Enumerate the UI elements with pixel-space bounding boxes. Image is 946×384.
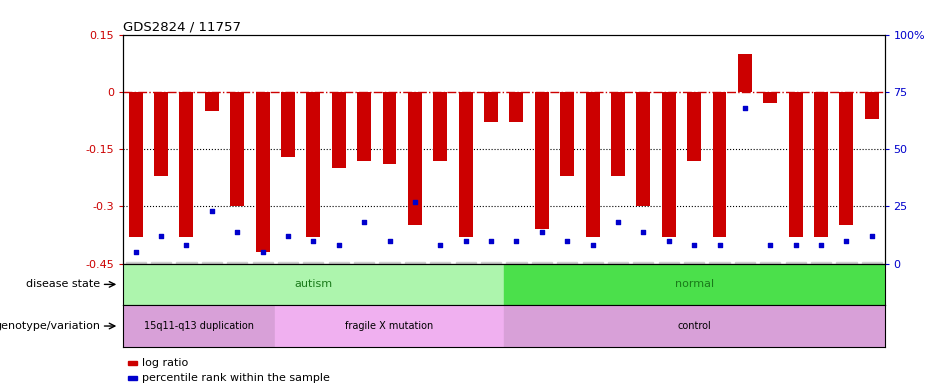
Point: [280, 233, 295, 239]
Point: [357, 219, 372, 225]
Point: [483, 238, 499, 244]
Point: [458, 238, 473, 244]
Bar: [332, 92, 345, 168]
Point: [661, 238, 676, 244]
Bar: [230, 92, 244, 206]
Text: GDS2824 / 11757: GDS2824 / 11757: [123, 20, 241, 33]
Bar: [815, 92, 828, 237]
Bar: [255, 92, 270, 252]
Bar: [382, 92, 396, 164]
Bar: [687, 92, 701, 161]
Point: [737, 105, 752, 111]
Point: [306, 238, 321, 244]
Point: [636, 228, 651, 235]
Point: [712, 242, 727, 248]
Bar: [637, 92, 650, 206]
Bar: [281, 92, 295, 157]
Bar: [459, 92, 473, 237]
Text: disease state: disease state: [26, 280, 100, 290]
Point: [432, 242, 447, 248]
Point: [408, 199, 423, 205]
Point: [814, 242, 829, 248]
Point: [585, 242, 600, 248]
Text: 15q11-q13 duplication: 15q11-q13 duplication: [144, 321, 254, 331]
Bar: [123, 305, 275, 347]
Bar: [205, 92, 219, 111]
Point: [128, 249, 143, 255]
Bar: [307, 92, 321, 237]
Bar: [560, 92, 574, 176]
Bar: [763, 92, 778, 103]
Point: [788, 242, 803, 248]
Point: [230, 228, 245, 235]
Bar: [504, 263, 885, 305]
Bar: [129, 92, 143, 237]
Bar: [504, 305, 885, 347]
Point: [865, 233, 880, 239]
Text: log ratio: log ratio: [142, 358, 188, 368]
Bar: [865, 92, 879, 119]
Bar: [154, 92, 168, 176]
Point: [839, 238, 854, 244]
Bar: [510, 92, 523, 122]
Bar: [484, 92, 498, 122]
Point: [560, 238, 575, 244]
Bar: [712, 92, 727, 237]
Bar: [662, 92, 675, 237]
Point: [255, 249, 271, 255]
Point: [509, 238, 524, 244]
Bar: [275, 305, 504, 347]
Bar: [358, 92, 371, 161]
Bar: [839, 92, 853, 225]
Text: autism: autism: [294, 280, 332, 290]
Bar: [433, 92, 447, 161]
Point: [534, 228, 550, 235]
Point: [762, 242, 778, 248]
Point: [687, 242, 702, 248]
Point: [331, 242, 346, 248]
Text: control: control: [677, 321, 711, 331]
Point: [153, 233, 168, 239]
Point: [382, 238, 397, 244]
Point: [179, 242, 194, 248]
Bar: [789, 92, 802, 237]
Bar: [611, 92, 625, 176]
Text: percentile rank within the sample: percentile rank within the sample: [142, 373, 330, 383]
Text: fragile X mutation: fragile X mutation: [345, 321, 433, 331]
Text: normal: normal: [674, 280, 713, 290]
Bar: [180, 92, 193, 237]
Bar: [738, 54, 752, 92]
Bar: [586, 92, 600, 237]
Point: [204, 208, 219, 214]
Point: [610, 219, 625, 225]
Bar: [534, 92, 549, 229]
Bar: [123, 263, 503, 305]
Bar: [408, 92, 422, 225]
Text: genotype/variation: genotype/variation: [0, 321, 100, 331]
